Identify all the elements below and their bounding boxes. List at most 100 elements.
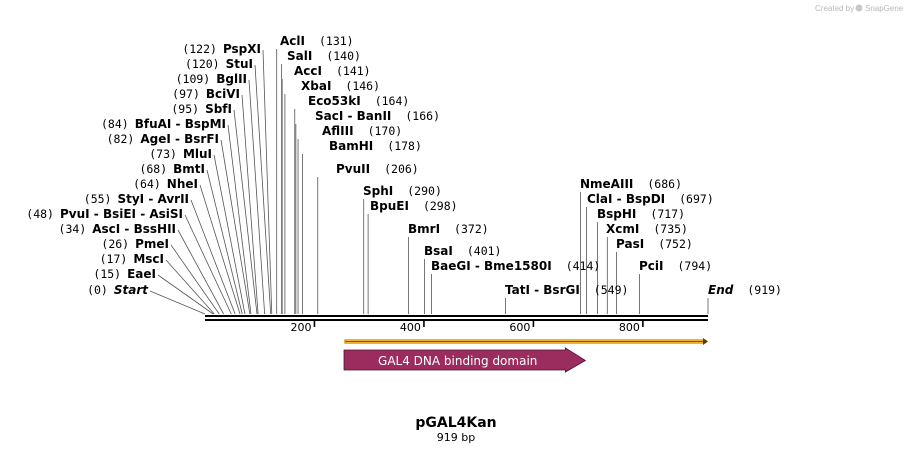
site-leader-line <box>241 94 259 315</box>
site-position: (0) <box>87 283 108 297</box>
site-position: (401) <box>467 244 502 258</box>
site-name: SalI <box>287 49 312 63</box>
site-name: AflIII <box>322 124 354 138</box>
site-position: (97) <box>172 87 200 101</box>
site-name: BamHI <box>329 139 373 153</box>
site-position: (164) <box>375 94 410 108</box>
backbone-bottom-strand <box>205 319 708 321</box>
orf-track[interactable] <box>344 338 708 345</box>
site-label[interactable]: BpuEI (298) <box>370 199 458 213</box>
site-label[interactable]: MluI (73) <box>149 147 212 161</box>
site-position: (17) <box>100 252 128 266</box>
site-name: TatI - BsrGI <box>505 283 580 297</box>
site-name: End <box>708 283 734 297</box>
site-label[interactable]: PvuII (206) <box>336 162 419 176</box>
site-label[interactable]: AflIII (170) <box>322 124 402 138</box>
site-position: (752) <box>658 237 693 251</box>
site-name: BfuAI - BspMI <box>135 117 226 131</box>
feature[interactable]: GAL4 DNA binding domain <box>343 347 587 373</box>
site-name: BaeGI - Bme1580I <box>431 259 552 273</box>
site-label[interactable]: SphI (290) <box>363 184 442 198</box>
site-label[interactable]: AgeI - BsrFI (82) <box>107 132 219 146</box>
site-name: BsaI <box>424 244 453 258</box>
site-name: AccI <box>294 64 322 78</box>
site-position: (170) <box>368 124 403 138</box>
site-label[interactable]: AccI (141) <box>294 64 371 78</box>
tick-label: 400 <box>400 321 421 334</box>
site-name: NmeAIII <box>580 177 633 191</box>
site-label[interactable]: SbfI (95) <box>171 102 232 116</box>
site-leader-line <box>248 79 266 315</box>
site-label[interactable]: TatI - BsrGI (549) <box>505 283 628 297</box>
site-position: (55) <box>84 192 112 206</box>
site-label[interactable]: BciVI (97) <box>172 87 240 101</box>
site-label[interactable]: StuI (120) <box>185 57 253 71</box>
site-position: (686) <box>647 177 682 191</box>
site-label[interactable]: BsaI (401) <box>424 244 501 258</box>
site-label[interactable]: PasI (752) <box>616 237 693 251</box>
site-label[interactable]: BfuAI - BspMI (84) <box>101 117 226 131</box>
feature-track: GAL4 DNA binding domain <box>343 347 587 373</box>
site-leader-line <box>220 139 251 315</box>
site-label[interactable]: PmeI (26) <box>101 237 169 251</box>
site-name: Start <box>114 283 149 297</box>
site-leader-line <box>206 169 243 315</box>
site-label[interactable]: BmrI (372) <box>408 222 489 236</box>
site-name: MluI <box>183 147 212 161</box>
plasmid-length: 919 bp <box>437 431 475 444</box>
site-name: XcmI <box>606 222 639 236</box>
site-label[interactable]: Eco53kI (164) <box>308 94 409 108</box>
site-label[interactable]: PvuI - BsiEI - AsiSI (48) <box>26 207 183 221</box>
site-name: Eco53kI <box>308 94 361 108</box>
tick-label: 600 <box>509 321 530 334</box>
site-name: PmeI <box>135 237 169 251</box>
site-position: (26) <box>101 237 129 251</box>
site-name: AclI <box>280 34 305 48</box>
site-position: (109) <box>176 72 211 86</box>
site-name: ClaI - BspDI <box>587 192 665 206</box>
site-label[interactable]: SalI (140) <box>287 49 361 63</box>
site-label[interactable]: PspXI (122) <box>182 42 261 56</box>
site-position: (131) <box>319 34 354 48</box>
site-label[interactable]: End (919) <box>708 283 782 297</box>
site-position: (122) <box>182 42 217 56</box>
site-name: PspXI <box>223 42 261 56</box>
site-position: (549) <box>594 283 629 297</box>
site-label[interactable]: NheI (64) <box>133 177 198 191</box>
site-position: (95) <box>171 102 199 116</box>
site-label[interactable]: StyI - AvrII (55) <box>84 192 189 206</box>
site-label[interactable]: Start (0) <box>87 283 149 297</box>
plasmid-name: pGAL4Kan <box>415 415 496 431</box>
site-label[interactable]: PciI (794) <box>639 259 712 273</box>
site-label[interactable]: BglII (109) <box>176 72 247 86</box>
site-position: (15) <box>93 267 121 281</box>
site-label[interactable]: BspHI (717) <box>597 207 685 221</box>
site-leader-line <box>190 199 236 315</box>
site-name: AscI - BssHII <box>92 222 176 236</box>
site-name: MscI <box>133 252 164 266</box>
site-leader-line <box>165 259 215 315</box>
site-label[interactable]: XbaI (146) <box>301 79 380 93</box>
site-name: BspHI <box>597 207 636 221</box>
site-name: PciI <box>639 259 664 273</box>
snapgene-credit[interactable]: Created by SnapGene <box>815 4 904 13</box>
site-label[interactable]: BaeGI - Bme1580I (414) <box>431 259 600 273</box>
orf-arrowhead-icon <box>703 338 708 345</box>
site-label[interactable]: AscI - BssHII (34) <box>59 222 176 236</box>
site-position: (120) <box>185 57 220 71</box>
site-leader-line <box>177 229 224 315</box>
site-label[interactable]: ClaI - BspDI (697) <box>587 192 714 206</box>
site-label[interactable]: BamHI (178) <box>329 139 422 153</box>
site-label[interactable]: SacI - BanII (166) <box>315 109 440 123</box>
site-label[interactable]: NmeAIII (686) <box>580 177 682 191</box>
site-leader-line <box>227 124 252 315</box>
site-label[interactable]: EaeI (15) <box>93 267 156 281</box>
tick-label: 800 <box>619 321 640 334</box>
site-label[interactable]: MscI (17) <box>100 252 164 266</box>
ruler-ticks: 200 400 600 800 <box>290 321 644 334</box>
site-label[interactable]: BmtI (68) <box>139 162 205 176</box>
site-name: AgeI - BsrFI <box>140 132 219 146</box>
site-label[interactable]: XcmI (735) <box>606 222 688 236</box>
site-label[interactable]: AclI (131) <box>280 34 354 48</box>
site-name: BciVI <box>206 87 240 101</box>
